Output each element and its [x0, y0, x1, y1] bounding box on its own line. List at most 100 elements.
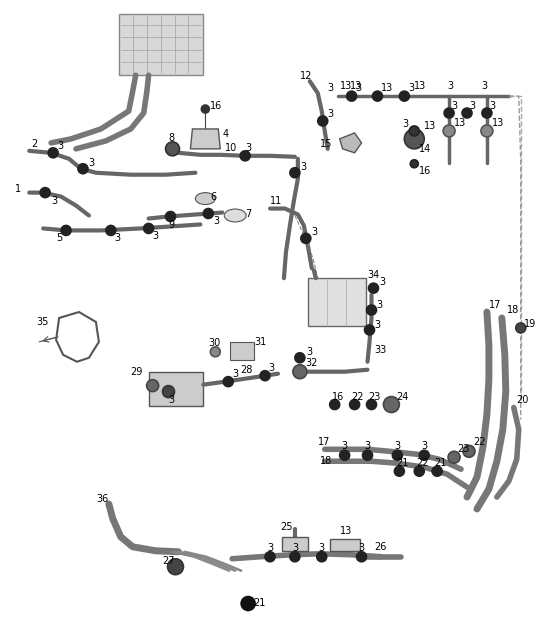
Circle shape [349, 399, 360, 409]
Bar [330, 539, 360, 551]
Circle shape [223, 377, 233, 387]
Text: 22: 22 [473, 437, 486, 447]
Text: 3: 3 [374, 320, 380, 330]
Circle shape [48, 148, 58, 158]
Text: 13: 13 [454, 118, 467, 128]
Text: 19: 19 [524, 319, 536, 329]
Text: 2: 2 [31, 139, 38, 149]
Text: 32: 32 [305, 358, 317, 368]
Circle shape [414, 466, 424, 476]
Text: 13: 13 [340, 526, 352, 536]
Circle shape [330, 399, 340, 409]
Bar [119, 14, 203, 75]
Text: 21: 21 [396, 458, 409, 468]
Text: 3: 3 [365, 441, 371, 452]
Text: 21: 21 [253, 597, 265, 607]
Circle shape [384, 396, 399, 413]
Circle shape [432, 466, 442, 476]
Text: 22: 22 [416, 458, 429, 468]
Polygon shape [340, 133, 361, 153]
Text: 21: 21 [434, 458, 446, 468]
Circle shape [203, 208, 213, 219]
Text: 34: 34 [367, 270, 380, 280]
Circle shape [516, 323, 526, 333]
Text: 35: 35 [36, 317, 49, 327]
Text: 23: 23 [368, 392, 381, 401]
Text: 23: 23 [457, 444, 469, 454]
Text: 13: 13 [492, 118, 504, 128]
Circle shape [162, 386, 174, 398]
Circle shape [347, 91, 356, 101]
Bar [149, 372, 203, 406]
Circle shape [410, 160, 418, 168]
Text: 14: 14 [419, 144, 432, 154]
Text: 36: 36 [96, 494, 108, 504]
Text: 27: 27 [162, 556, 175, 566]
Text: 16: 16 [419, 166, 432, 176]
Text: 18: 18 [320, 457, 332, 466]
Circle shape [317, 552, 326, 561]
Text: 3: 3 [319, 543, 325, 553]
Circle shape [448, 452, 460, 463]
Circle shape [368, 283, 378, 293]
Text: 18: 18 [507, 305, 519, 315]
Text: 28: 28 [240, 365, 252, 375]
Text: 13: 13 [340, 81, 352, 91]
Text: 24: 24 [396, 392, 409, 401]
Text: 3: 3 [267, 543, 273, 553]
Circle shape [462, 108, 472, 118]
Circle shape [260, 371, 270, 381]
Text: 3: 3 [245, 143, 251, 153]
Text: 12: 12 [300, 71, 312, 81]
Text: 10: 10 [225, 143, 238, 153]
Ellipse shape [224, 209, 246, 222]
Circle shape [395, 466, 404, 476]
Polygon shape [190, 129, 220, 149]
Circle shape [290, 552, 300, 561]
Text: 3: 3 [312, 227, 318, 237]
Text: 17: 17 [489, 300, 501, 310]
Text: 3: 3 [342, 441, 348, 452]
Circle shape [166, 212, 175, 222]
Circle shape [210, 347, 220, 357]
Circle shape [318, 116, 328, 126]
Circle shape [241, 597, 255, 610]
Circle shape [40, 188, 50, 198]
Circle shape [295, 353, 305, 363]
Text: 4: 4 [222, 129, 228, 139]
Circle shape [443, 125, 455, 137]
Bar [308, 278, 366, 326]
Text: 3: 3 [115, 234, 121, 244]
Circle shape [201, 105, 209, 113]
Circle shape [301, 234, 311, 244]
Circle shape [463, 445, 475, 457]
Text: 3: 3 [395, 441, 401, 452]
Text: 1: 1 [15, 183, 21, 193]
Text: 7: 7 [245, 208, 251, 219]
Text: 3: 3 [379, 277, 385, 287]
Circle shape [482, 108, 492, 118]
Text: 13: 13 [382, 83, 393, 93]
Text: 13: 13 [424, 121, 437, 131]
Circle shape [409, 126, 419, 136]
Circle shape [61, 225, 71, 236]
Text: 30: 30 [208, 338, 221, 348]
Text: 16: 16 [210, 101, 222, 111]
Bar [282, 537, 308, 551]
Circle shape [362, 450, 372, 460]
Circle shape [144, 224, 154, 234]
Text: 13: 13 [349, 81, 362, 91]
Text: 3: 3 [168, 394, 174, 404]
Circle shape [356, 552, 367, 561]
Circle shape [367, 399, 377, 409]
Text: 3: 3 [232, 369, 238, 379]
Text: 3: 3 [421, 441, 427, 452]
Text: 3: 3 [292, 543, 298, 553]
Circle shape [340, 450, 349, 460]
Circle shape [404, 129, 424, 149]
Circle shape [481, 125, 493, 137]
Text: 3: 3 [469, 101, 475, 111]
Text: 29: 29 [131, 367, 143, 377]
Text: 3: 3 [377, 300, 383, 310]
Circle shape [166, 142, 179, 156]
